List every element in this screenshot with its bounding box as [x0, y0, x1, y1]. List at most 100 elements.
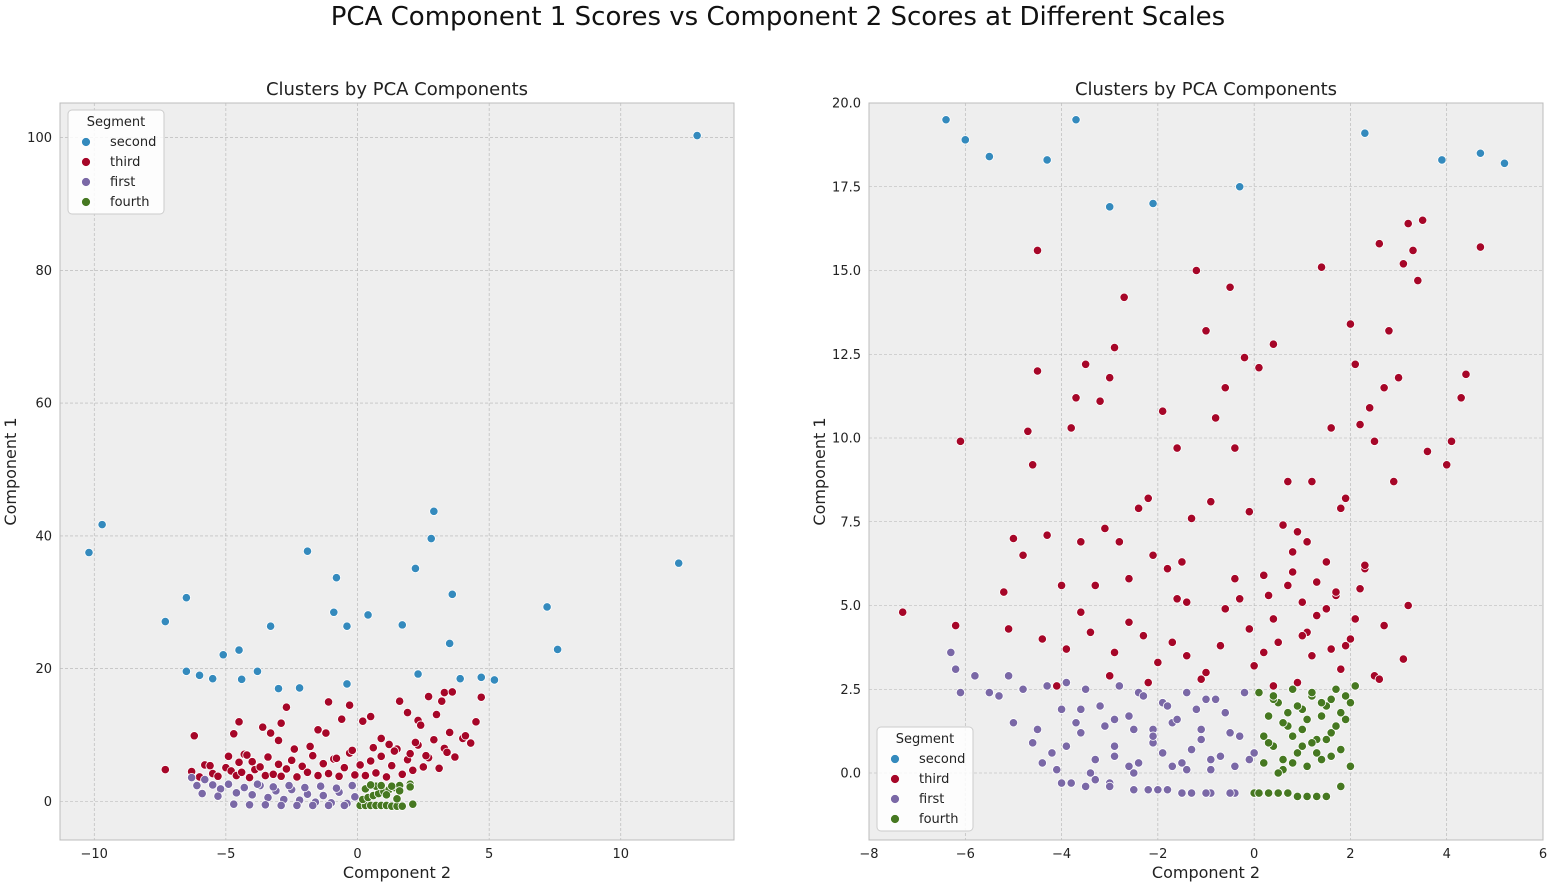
data-point-third: [442, 747, 452, 757]
data-point-second: [342, 621, 352, 631]
data-point-third: [321, 728, 331, 738]
data-point-first: [970, 671, 980, 681]
series-third: [160, 687, 486, 783]
legend-marker-first: [890, 794, 900, 804]
data-point-first: [276, 800, 286, 811]
legend-marker-fourth: [890, 814, 900, 824]
x-tick-label: −4: [1052, 847, 1071, 862]
data-point-third: [234, 757, 244, 767]
data-point-first: [1047, 748, 1057, 758]
data-point-first: [1138, 691, 1149, 701]
data-point-third: [1244, 507, 1254, 517]
data-point-second: [273, 684, 284, 694]
data-point-third: [1283, 580, 1293, 591]
data-point-third: [1182, 597, 1192, 607]
legend-label-first: first: [919, 792, 944, 807]
x-tick-label: 0: [1250, 847, 1258, 862]
data-point-fourth: [1331, 684, 1341, 694]
data-point-second: [181, 666, 191, 676]
data-point-first: [1032, 724, 1043, 735]
data-point-third: [1162, 564, 1173, 574]
data-point-third: [1374, 674, 1384, 684]
legend-title: Segment: [87, 115, 146, 130]
data-point-third: [1259, 570, 1269, 580]
data-point-third: [368, 743, 378, 753]
x-tick-label: −2: [1148, 847, 1167, 862]
data-point-third: [1023, 426, 1033, 436]
data-point-third: [1042, 530, 1052, 540]
data-point-third: [350, 770, 360, 780]
data-point-third: [408, 765, 418, 775]
data-point-third: [1302, 537, 1312, 547]
data-point-fourth: [1292, 748, 1303, 758]
data-point-third: [1254, 363, 1264, 373]
data-point-third: [1249, 661, 1259, 671]
data-point-second: [426, 533, 436, 544]
data-point-first: [1182, 765, 1192, 775]
data-point-third: [313, 770, 323, 781]
legend-marker-fourth: [81, 197, 91, 207]
data-point-fourth: [1312, 791, 1322, 802]
data-point-third: [1114, 537, 1124, 547]
data-point-first: [1134, 758, 1144, 768]
data-point-first: [1129, 724, 1139, 735]
data-point-first: [213, 791, 223, 801]
y-axis-label: Component 1: [810, 417, 829, 525]
legend: Segment second third first fourth: [67, 109, 165, 215]
data-point-first: [1052, 765, 1062, 775]
data-point-second: [455, 674, 465, 684]
data-point-second: [252, 666, 263, 676]
data-point-third: [416, 720, 426, 730]
data-point-third: [1365, 403, 1375, 413]
data-point-first: [347, 780, 357, 791]
data-point-first: [951, 664, 961, 674]
y-tick-label: 0.0: [840, 767, 861, 782]
data-point-third: [1158, 406, 1168, 416]
data-point-fourth: [1316, 698, 1327, 708]
x-tick-label: 4: [1443, 847, 1451, 862]
data-point-fourth: [1312, 748, 1322, 758]
data-point-second: [181, 593, 191, 603]
data-point-third: [437, 696, 447, 706]
data-point-second: [410, 563, 421, 574]
data-point-third: [1220, 604, 1230, 614]
data-point-third: [1475, 242, 1486, 252]
data-point-third: [1085, 627, 1096, 637]
data-point-third: [1326, 644, 1336, 654]
data-point-fourth: [1263, 711, 1274, 721]
scatter-panel-2: −8 −6 −4 −2 0 2 4 6 0.0 2.5 5.0 7.5 10.0 12.5 15.0 17.5…: [810, 79, 1547, 882]
data-point-first: [1182, 687, 1192, 698]
data-point-third: [339, 763, 349, 773]
plot-area: [60, 103, 734, 840]
legend: Segment second third first fourth: [876, 726, 974, 832]
data-point-third: [1191, 265, 1201, 276]
data-point-fourth: [1316, 754, 1327, 765]
data-point-third: [421, 751, 431, 761]
data-point-third: [389, 746, 399, 756]
x-tick-label: 6: [1539, 847, 1547, 862]
data-point-first: [1143, 785, 1153, 795]
data-point-fourth: [405, 782, 415, 792]
data-point-second: [1499, 158, 1510, 168]
data-point-third: [1369, 436, 1380, 446]
data-point-third: [1052, 681, 1062, 691]
data-point-third: [1076, 537, 1086, 547]
data-point-first: [1114, 681, 1124, 691]
data-point-third: [281, 702, 292, 712]
data-point-third: [323, 697, 334, 707]
data-point-first: [187, 772, 197, 783]
data-point-third: [234, 717, 244, 727]
series-second: [941, 115, 1510, 212]
data-point-third: [1379, 383, 1389, 393]
data-point-first: [1037, 758, 1047, 768]
data-point-first: [192, 780, 202, 791]
data-point-fourth: [1321, 791, 1331, 802]
data-point-second: [97, 520, 107, 530]
data-point-third: [1119, 292, 1129, 302]
data-point-second: [266, 621, 276, 631]
data-point-third: [999, 587, 1009, 597]
data-point-first: [1081, 781, 1091, 792]
data-point-third: [951, 620, 961, 631]
data-point-third: [366, 756, 376, 766]
